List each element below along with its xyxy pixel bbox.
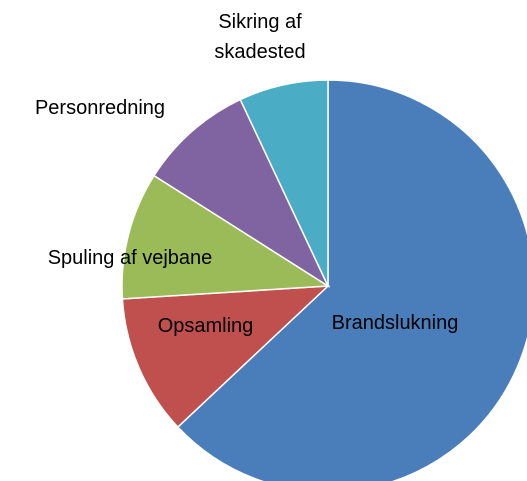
pie-slice	[153, 98, 330, 289]
slice-label: Opsamling	[157, 315, 254, 337]
slice-label: Brandslukning	[331, 312, 459, 334]
pie-slice	[121, 174, 331, 300]
slice-label: Sikring af skadested	[214, 11, 306, 63]
pie-slice	[176, 79, 527, 481]
slice-label: Spuling af vejbane	[47, 247, 213, 269]
pie-slice	[239, 79, 329, 287]
pie-slice	[121, 285, 331, 429]
slice-label: Personredning	[34, 97, 166, 119]
